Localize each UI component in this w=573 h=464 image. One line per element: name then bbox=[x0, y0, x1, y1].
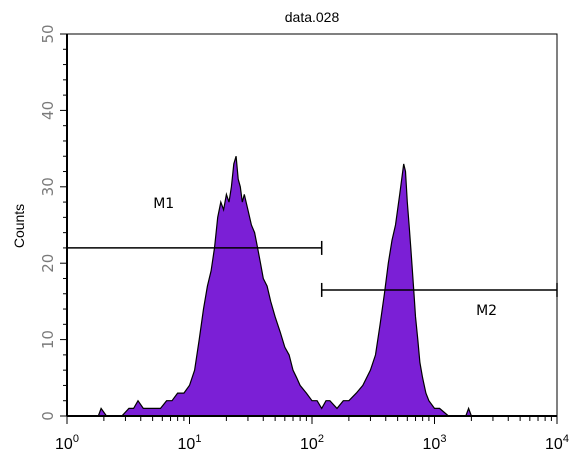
y-tick-label: 50 bbox=[39, 24, 57, 43]
x-tick-label: 102 bbox=[300, 433, 324, 453]
gate-m1-label: M1 bbox=[153, 196, 174, 212]
x-tick-label: 103 bbox=[423, 433, 447, 453]
y-axis-ticks: 0 10 20 30 40 50 bbox=[39, 24, 67, 421]
x-tick-label: 101 bbox=[178, 433, 202, 453]
plot-border bbox=[66, 33, 558, 417]
y-tick-label: 30 bbox=[39, 177, 57, 196]
y-tick-label: 40 bbox=[39, 101, 57, 120]
histogram-fill bbox=[67, 156, 557, 416]
x-tick-label: 104 bbox=[545, 433, 569, 453]
plot-frame bbox=[66, 33, 558, 417]
y-tick-label: 20 bbox=[39, 254, 57, 273]
y-tick-label: 10 bbox=[39, 330, 57, 349]
y-axis-label: Counts bbox=[11, 204, 27, 248]
chart-title: data.028 bbox=[285, 9, 340, 25]
x-tick-label: 100 bbox=[55, 433, 79, 453]
y-tick-label: 0 bbox=[39, 411, 57, 421]
x-axis-ticks: 100 101 102 103 104 bbox=[55, 416, 569, 453]
gate-markers: M1 M2 bbox=[66, 196, 558, 319]
histogram-outline bbox=[67, 156, 557, 417]
plot-layer bbox=[67, 156, 557, 417]
gate-m2-label: M2 bbox=[476, 303, 497, 319]
